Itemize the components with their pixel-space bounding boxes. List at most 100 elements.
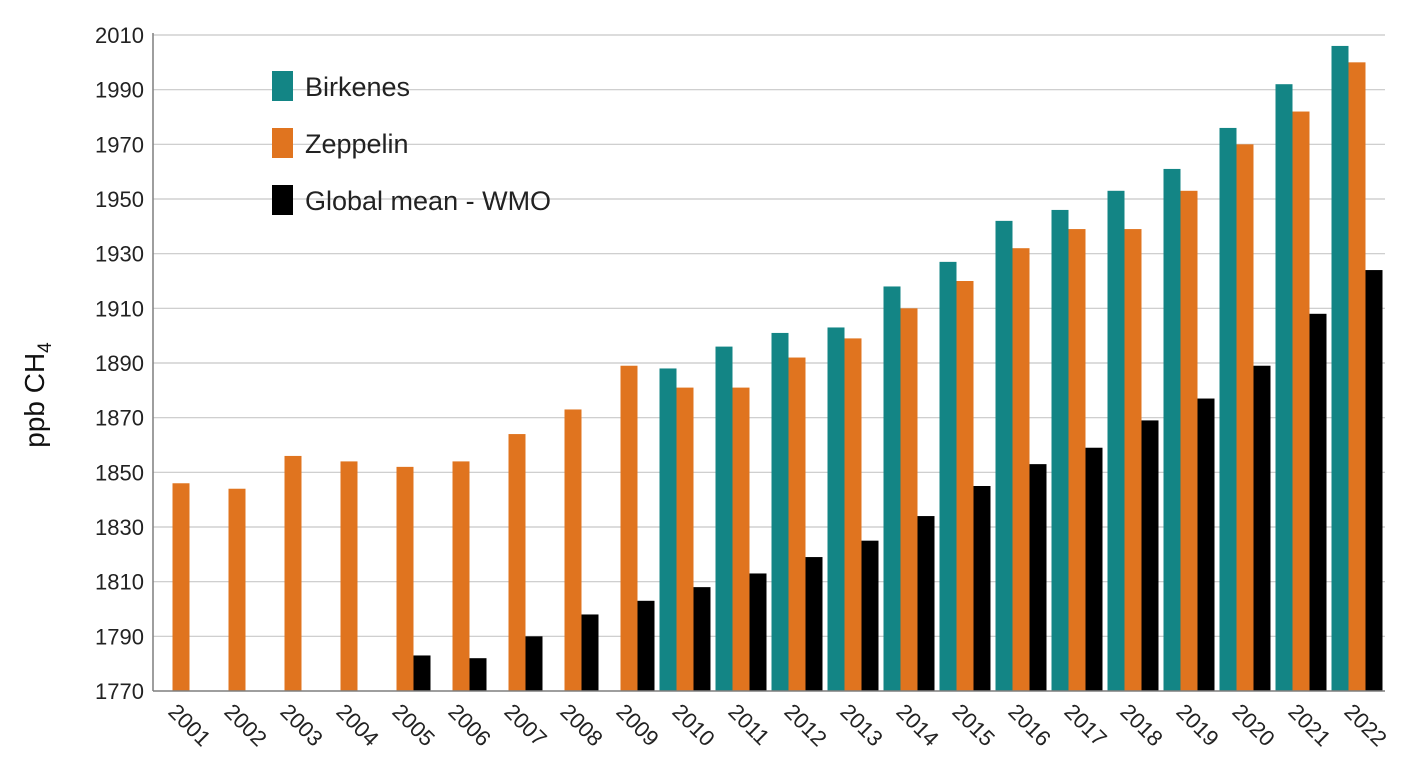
bar-zeppelin-2001 — [172, 483, 190, 691]
bar-zeppelin-2018 — [1124, 229, 1142, 692]
bar-birkenes-2013 — [827, 327, 845, 691]
bar-birkenes-2011 — [715, 346, 733, 691]
x-tick-label: 2008 — [555, 699, 607, 751]
y-tick-label: 1890 — [95, 351, 144, 376]
bar-global-mean-wmo-2011 — [749, 573, 767, 691]
bar-global-mean-wmo-2022 — [1365, 270, 1383, 691]
bar-birkenes-2022 — [1331, 45, 1349, 691]
bar-zeppelin-2006 — [452, 461, 470, 691]
bar-birkenes-2015 — [939, 261, 957, 691]
bar-zeppelin-2005 — [396, 466, 414, 691]
x-tick-label: 2002 — [219, 699, 271, 751]
bar-zeppelin-2017 — [1068, 229, 1086, 692]
bar-zeppelin-2015 — [956, 281, 974, 691]
bar-birkenes-2021 — [1275, 84, 1293, 691]
y-tick-label: 1970 — [95, 132, 144, 157]
bar-zeppelin-2008 — [564, 409, 582, 691]
bar-birkenes-2018 — [1107, 190, 1125, 692]
x-tick-label: 2016 — [1003, 699, 1055, 751]
bar-zeppelin-2009 — [620, 365, 638, 691]
axes — [152, 33, 1385, 692]
y-axis-label: ppb CH4 — [19, 342, 56, 448]
bar-zeppelin-2022 — [1348, 62, 1366, 692]
x-tick-label: 2001 — [163, 699, 215, 751]
bar-zeppelin-2013 — [844, 338, 862, 691]
legend-swatch — [272, 128, 293, 158]
bar-birkenes-2012 — [771, 332, 789, 691]
y-tick-label: 1850 — [95, 460, 144, 485]
x-tick-label: 2020 — [1227, 699, 1279, 751]
bar-global-mean-wmo-2016 — [1029, 464, 1047, 691]
bar-global-mean-wmo-2019 — [1197, 398, 1215, 691]
bars — [172, 45, 1383, 692]
bar-zeppelin-2007 — [508, 434, 526, 691]
bar-global-mean-wmo-2015 — [973, 486, 991, 691]
x-tick-label: 2003 — [275, 699, 327, 751]
bar-global-mean-wmo-2020 — [1253, 365, 1271, 691]
bar-zeppelin-2019 — [1180, 190, 1198, 692]
legend: Birkenes Zeppelin Global mean - WMO — [272, 71, 551, 216]
x-tick-label: 2022 — [1339, 699, 1391, 751]
y-tick-label: 1830 — [95, 515, 144, 540]
bar-global-mean-wmo-2014 — [917, 516, 935, 691]
x-tick-label: 2017 — [1059, 699, 1111, 751]
bar-global-mean-wmo-2005 — [413, 655, 431, 691]
legend-label: Birkenes — [305, 72, 410, 102]
bar-global-mean-wmo-2009 — [637, 600, 655, 691]
bar-zeppelin-2002 — [228, 488, 246, 691]
x-tick-label: 2018 — [1115, 699, 1167, 751]
bar-global-mean-wmo-2013 — [861, 540, 879, 691]
bar-global-mean-wmo-2008 — [581, 614, 599, 691]
x-tick-label: 2007 — [499, 699, 551, 751]
bar-zeppelin-2011 — [732, 387, 750, 691]
x-tick-label: 2021 — [1283, 699, 1335, 751]
x-tick-label: 2011 — [723, 699, 774, 750]
x-tick-labels: 2001 2002 2003 2004 2005 2006 2007 2008 2009 2010… — [163, 699, 1391, 751]
bar-global-mean-wmo-2021 — [1309, 313, 1327, 691]
bar-zeppelin-2021 — [1292, 111, 1310, 692]
x-tick-label: 2006 — [443, 699, 495, 751]
legend-swatch — [272, 185, 293, 215]
bar-zeppelin-2016 — [1012, 248, 1030, 691]
y-tick-labels: 1770 1790 1810 1830 1850 1870 1890 1910 1930 1950… — [95, 23, 144, 704]
x-tick-label: 2015 — [947, 699, 999, 751]
x-tick-label: 2013 — [835, 699, 887, 751]
x-tick-label: 2004 — [331, 699, 383, 751]
x-tick-label: 2010 — [667, 699, 719, 751]
y-tick-label: 1910 — [95, 296, 144, 321]
y-tick-label: 1770 — [95, 679, 144, 704]
x-tick-label: 2005 — [387, 699, 439, 751]
y-tick-label: 1950 — [95, 187, 144, 212]
legend-swatch — [272, 71, 293, 101]
x-tick-label: 2009 — [611, 699, 663, 751]
x-tick-label: 2014 — [891, 699, 943, 751]
bar-global-mean-wmo-2012 — [805, 557, 823, 691]
bar-birkenes-2016 — [995, 220, 1013, 691]
bar-zeppelin-2014 — [900, 308, 918, 691]
y-tick-label: 1810 — [95, 570, 144, 595]
bar-global-mean-wmo-2007 — [525, 636, 543, 691]
y-tick-label: 1990 — [95, 78, 144, 103]
x-tick-label: 2019 — [1171, 699, 1223, 751]
y-tick-label: 1930 — [95, 242, 144, 267]
bar-zeppelin-2003 — [284, 455, 302, 691]
bar-birkenes-2014 — [883, 286, 901, 691]
bar-birkenes-2010 — [659, 368, 677, 691]
y-tick-label: 1870 — [95, 406, 144, 431]
bar-zeppelin-2020 — [1236, 144, 1254, 692]
bar-global-mean-wmo-2018 — [1141, 420, 1159, 691]
bar-global-mean-wmo-2010 — [693, 587, 711, 691]
bar-birkenes-2019 — [1163, 168, 1181, 691]
gridlines — [153, 34, 1385, 637]
bar-zeppelin-2010 — [676, 387, 694, 691]
legend-label: Zeppelin — [305, 129, 409, 159]
bar-global-mean-wmo-2017 — [1085, 447, 1103, 691]
y-tick-label: 2010 — [95, 23, 144, 48]
x-tick-label: 2012 — [779, 699, 831, 751]
legend-label: Global mean - WMO — [305, 186, 551, 216]
bar-birkenes-2020 — [1219, 127, 1237, 691]
bar-zeppelin-2012 — [788, 357, 806, 691]
bar-birkenes-2017 — [1051, 209, 1069, 691]
bar-zeppelin-2004 — [340, 461, 358, 691]
